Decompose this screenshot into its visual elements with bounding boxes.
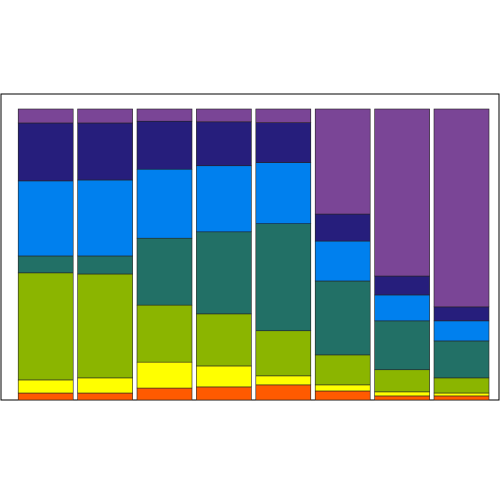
bar-segment — [374, 294, 430, 322]
bar-segment — [17, 272, 74, 381]
bar-segment — [314, 280, 371, 356]
bar-segment — [314, 108, 371, 215]
bar-segment — [77, 377, 133, 394]
bar-segment — [433, 395, 490, 401]
bar-segment — [196, 121, 252, 167]
bar-segment — [433, 377, 490, 394]
bar-segment — [196, 313, 252, 367]
bar-segment — [255, 108, 312, 123]
bar-segment — [255, 122, 312, 163]
bar-segment — [255, 223, 312, 332]
bar-segment — [196, 108, 252, 123]
bar-segment — [433, 306, 490, 322]
bar-segment — [17, 122, 74, 182]
bar-segment — [17, 379, 74, 394]
bar-segment — [77, 255, 133, 275]
bar-segment — [433, 320, 490, 342]
bar-segment — [77, 108, 133, 124]
bar-segment — [136, 361, 193, 389]
bar-segment — [374, 391, 430, 397]
bar-segment — [374, 320, 430, 371]
bar-segment — [255, 384, 312, 401]
bar-segment — [136, 237, 193, 306]
bar-segment — [255, 375, 312, 386]
bar-segment — [314, 384, 371, 392]
bar-segment — [374, 395, 430, 401]
bar-segment — [77, 273, 133, 379]
bar-segment — [17, 392, 74, 401]
bar-segment — [314, 213, 371, 242]
bar-segment — [255, 330, 312, 377]
bar-segment — [374, 108, 430, 277]
bar-segment — [314, 240, 371, 282]
bar-segment — [196, 365, 252, 388]
bar-segment — [433, 340, 490, 379]
bar-segment — [433, 108, 490, 308]
bar-segment — [196, 231, 252, 315]
bar-segment — [77, 179, 133, 257]
bar-segment — [255, 162, 312, 224]
bar-segment — [433, 392, 490, 397]
bar-segment — [314, 390, 371, 401]
bar-segment — [314, 354, 371, 386]
bar-segment — [136, 120, 193, 170]
bar-segment — [374, 275, 430, 296]
bar-segment — [17, 108, 74, 124]
bar-segment — [196, 165, 252, 233]
bar-segment — [136, 108, 193, 122]
bar-segment — [77, 392, 133, 401]
bar-segment — [136, 168, 193, 239]
bar-segment — [374, 369, 430, 393]
bar-segment — [136, 304, 193, 363]
bar-segment — [77, 122, 133, 181]
bar-segment — [196, 386, 252, 401]
bar-segment — [17, 255, 74, 274]
bar-segment — [17, 180, 74, 257]
bar-segment — [136, 387, 193, 401]
